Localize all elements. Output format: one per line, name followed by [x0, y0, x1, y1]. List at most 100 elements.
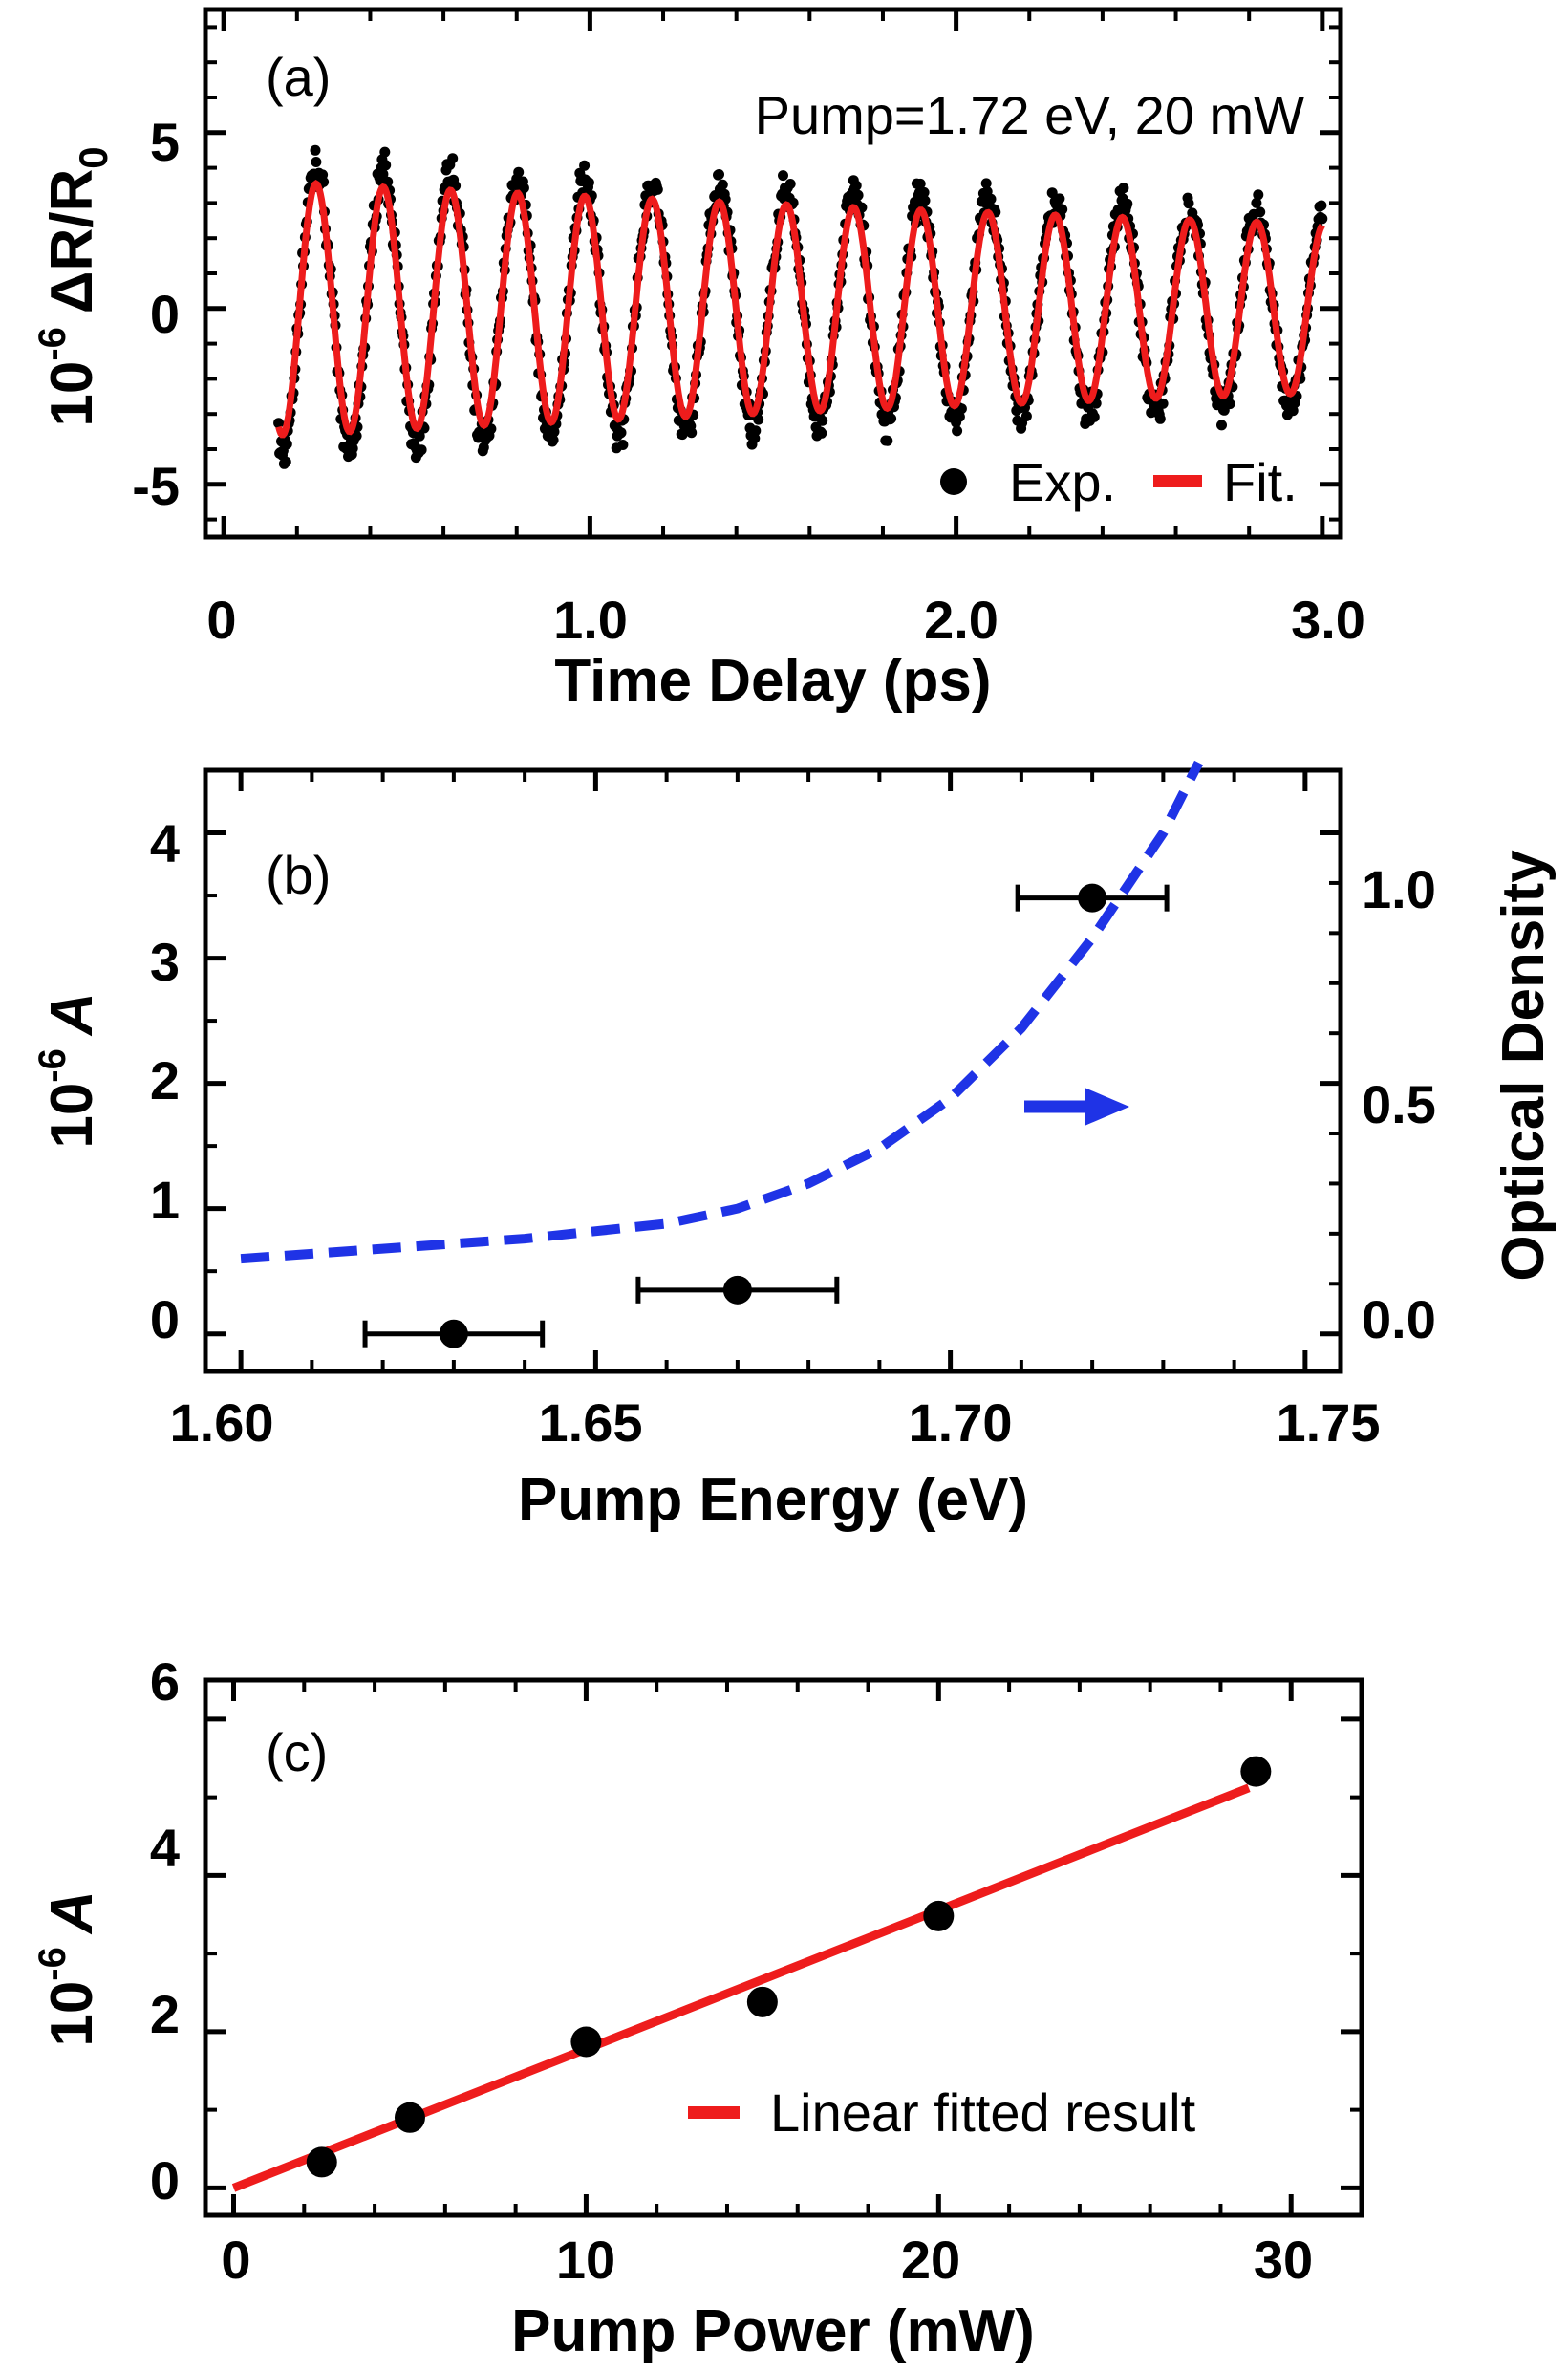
data-point [439, 1319, 468, 1348]
exp-point [1216, 420, 1227, 431]
panel-a-xtick-label: 1.0 [553, 590, 628, 650]
panel-b-ytick-labels: 0 1 2 3 4 [150, 813, 180, 1349]
exp-point [1054, 193, 1065, 205]
panel-b-y2tick-label: 0.5 [1362, 1074, 1436, 1134]
panel-c-ylabel-base: 10 [39, 1981, 105, 2047]
exp-point [952, 425, 963, 437]
panel-b-data-series [362, 883, 1170, 1348]
panel-c-legend-text: Linear fitted result [770, 2082, 1196, 2143]
panel-c-xtick-label: 10 [556, 2230, 615, 2290]
panel-a-legend-fit-marker [1153, 475, 1202, 487]
exp-point [1255, 206, 1266, 218]
panel-a-xtick-labels: 0 1.0 2.0 3.0 [206, 590, 1365, 650]
exp-point [379, 146, 391, 158]
panel-b-od-series [240, 760, 1203, 1264]
panel-c-ylabel-exp: -6 [32, 1947, 74, 1981]
panel-b-ytick-label: 2 [150, 1050, 180, 1111]
panel-b-ylabel-exp: -6 [32, 1048, 74, 1083]
exp-point [652, 183, 663, 195]
panel-b-ytick-label: 4 [150, 813, 180, 873]
panel-a-ylabel-base: 10 [39, 361, 105, 427]
panel-c-xtick-label: 20 [901, 2230, 960, 2290]
panel-b-ytick-label: 0 [150, 1289, 180, 1349]
exp-point [954, 411, 965, 422]
panel-b-ytick-label: 1 [150, 1170, 180, 1230]
panel-a: (a) Pump=1.72 eV, 20 mW Exp. Fit. 0 1.0 … [32, 7, 1365, 714]
panel-b-xtick-label: 1.65 [539, 1392, 643, 1453]
panel-a-annotation: Pump=1.72 eV, 20 mW [755, 85, 1305, 145]
panel-b-arrow [1024, 1088, 1129, 1126]
exp-point [919, 195, 931, 206]
exp-point [615, 427, 627, 439]
panel-a-ylabel: 10-6 ΔR/R0 [32, 146, 116, 426]
panel-a-ylabel-main: ΔR/R [39, 169, 105, 313]
exp-point [310, 144, 321, 156]
panel-a-legend-fit: Fit. [1223, 452, 1298, 512]
panel-a-ticks [205, 10, 1341, 537]
exp-point [914, 178, 926, 189]
data-point [746, 1986, 778, 2017]
panel-c-xtick-label: 0 [221, 2230, 250, 2290]
panel-c-ticks [205, 1680, 1362, 2215]
panel-c-ylabel: 10-6 A [32, 1890, 105, 2046]
exp-point [416, 444, 427, 456]
panel-c-frame [203, 1677, 1364, 2218]
data-point [1078, 883, 1107, 913]
exp-point [980, 178, 992, 189]
panel-a-legend-exp-marker [940, 468, 967, 495]
panel-b-label: (b) [266, 845, 331, 905]
exp-point [918, 186, 930, 198]
exp-point [686, 427, 698, 439]
panel-c-ytick-label: 0 [150, 2150, 180, 2210]
panel-b-arrow-head [1085, 1088, 1129, 1126]
panel-a-ylabel-exp: -6 [32, 327, 74, 361]
exp-point [1316, 200, 1327, 211]
exp-point [1253, 189, 1264, 201]
panel-b: (b) 1.60 1.65 1.70 1.75 0 1 2 3 4 0.0 0.… [32, 760, 1557, 1533]
exp-point [985, 193, 997, 205]
exp-point [485, 423, 497, 435]
panel-c: (c) Linear fitted result 0 10 20 30 0 2 … [32, 1651, 1364, 2364]
exp-point [753, 414, 764, 425]
exp-point [850, 180, 862, 191]
panel-a-label: (a) [266, 47, 331, 107]
exp-point [1154, 413, 1166, 424]
panel-b-y2tick-label: 1.0 [1362, 859, 1436, 919]
exp-point [311, 157, 322, 167]
panel-b-ylabel-main: A [39, 992, 105, 1037]
exp-point [513, 166, 525, 178]
data-point [394, 2102, 425, 2133]
exp-point [882, 435, 893, 446]
panel-b-ylabel: 10-6 A [32, 992, 105, 1148]
exp-point [380, 160, 392, 171]
exp-point [1057, 204, 1068, 215]
exp-point [717, 179, 728, 190]
exp-point [778, 170, 788, 182]
panel-c-ylabel-main: A [39, 1890, 105, 1935]
exp-point [1224, 399, 1235, 410]
fit-line [275, 180, 1325, 439]
exp-point [1118, 183, 1129, 194]
data-point [722, 1275, 752, 1305]
panel-b-xtick-labels: 1.60 1.65 1.70 1.75 [170, 1392, 1381, 1453]
exp-point [816, 427, 827, 439]
exp-point [273, 418, 285, 429]
exp-point [447, 153, 459, 164]
panel-a-ytick-label: 5 [150, 112, 180, 172]
exp-point [886, 413, 897, 424]
panel-c-xlabel: Pump Power (mW) [511, 2298, 1035, 2364]
exp-point [1122, 198, 1133, 209]
panel-c-label: (c) [266, 1722, 328, 1782]
panel-c-legend-marker [688, 2106, 740, 2119]
panel-a-fit-series [275, 180, 1325, 439]
panel-c-ytick-label: 4 [150, 1818, 180, 1878]
exp-point [817, 415, 828, 426]
exp-point [583, 177, 594, 188]
data-point [570, 2026, 602, 2058]
exp-point [956, 403, 967, 415]
exp-point [281, 439, 292, 450]
exp-point [1020, 411, 1032, 421]
data-point [1240, 1756, 1272, 1787]
panel-a-ytick-label: -5 [132, 456, 180, 516]
